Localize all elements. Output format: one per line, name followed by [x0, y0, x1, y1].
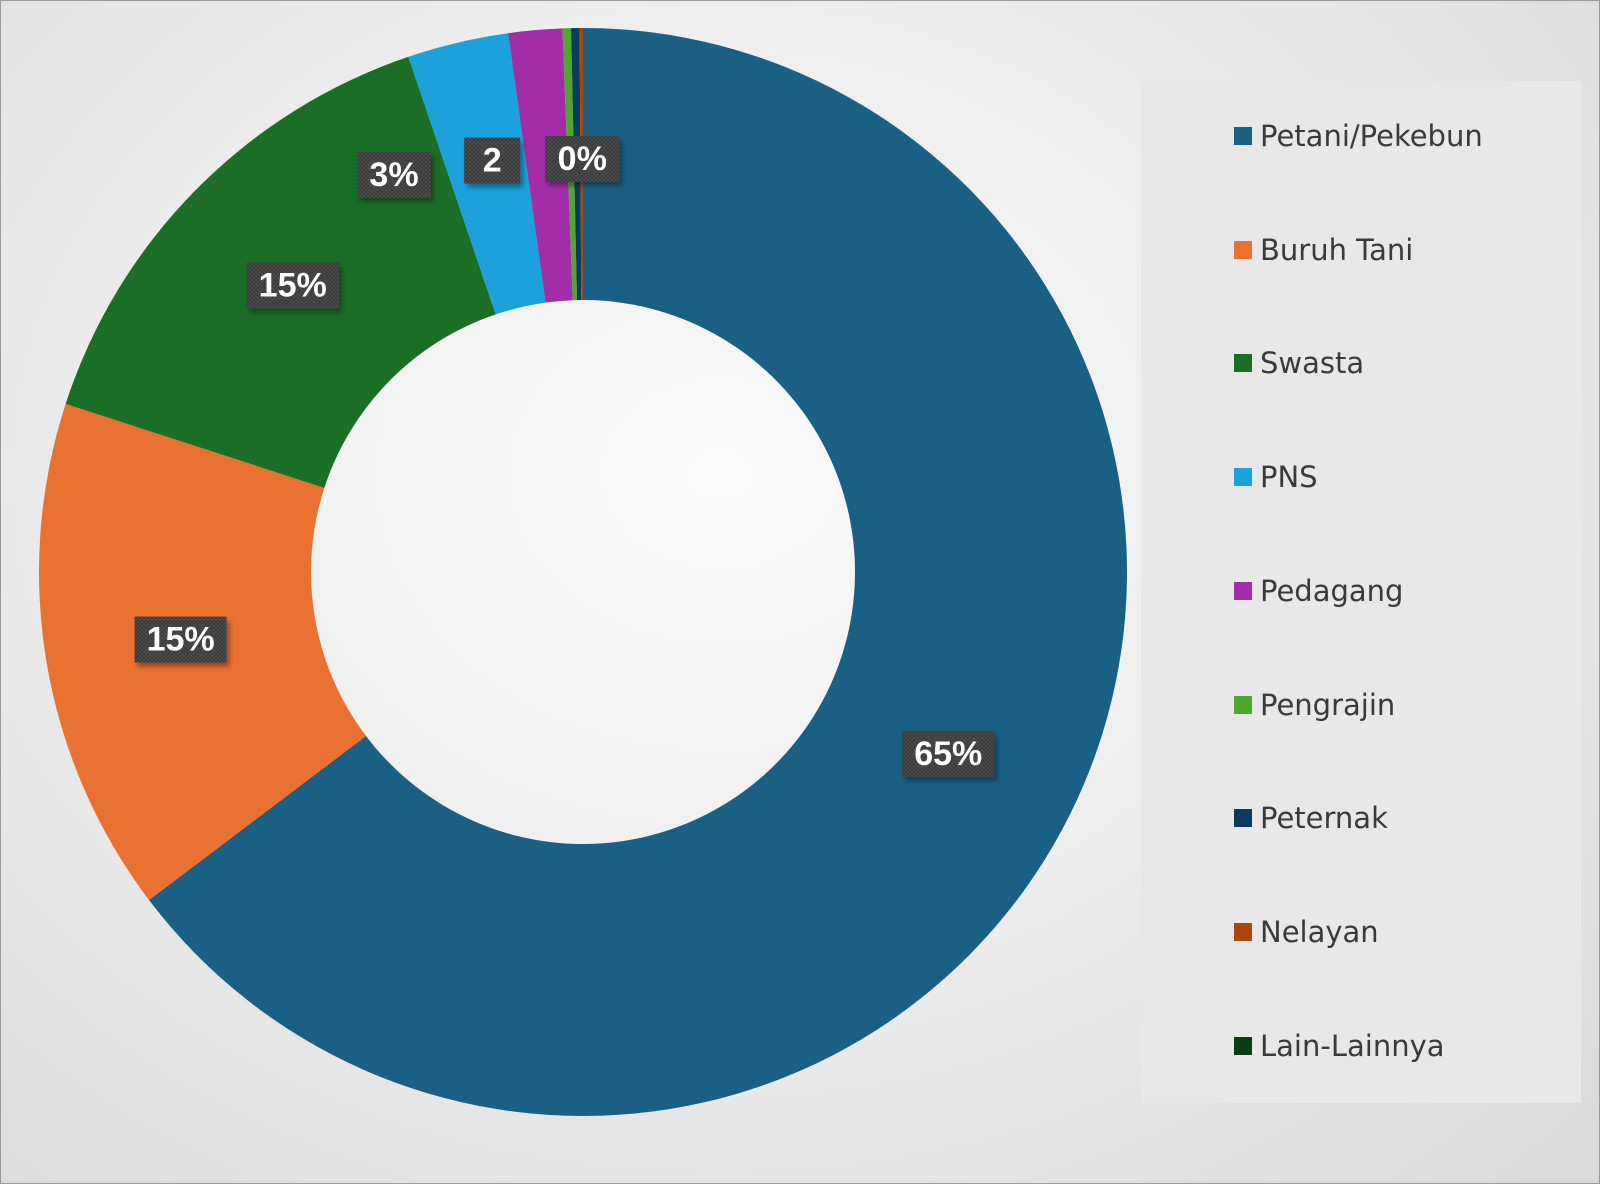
legend-swatch [1234, 581, 1252, 600]
data-label-pns: 3% [357, 151, 432, 198]
data-label-swasta: 15% [246, 262, 339, 309]
data-labels: 65% 15% 15% 3% 2 0% [134, 136, 995, 777]
legend-swatch [1234, 695, 1252, 714]
legend-swatch [1234, 468, 1252, 487]
legend-swatch [1234, 922, 1252, 941]
data-label-box [464, 137, 521, 184]
slice-pedagang [508, 28, 573, 303]
data-label-peternak: 0% [545, 136, 620, 183]
legend-item-pedagang: Pedagang [1234, 571, 1403, 611]
legend-label: PNS [1260, 460, 1318, 495]
legend: Petani/Pekebun Buruh Tani Swasta PNS Pedagan… [1141, 81, 1581, 1103]
data-label-text: 65% [914, 735, 982, 773]
legend-item-pns: PNS [1234, 457, 1318, 497]
legend-swatch [1234, 127, 1252, 145]
data-label-box [246, 262, 339, 309]
legend-swatch [1234, 1036, 1252, 1055]
legend-label: Nelayan [1260, 914, 1379, 949]
data-label-box [357, 151, 432, 198]
legend-swatch [1234, 809, 1252, 828]
legend-label: Pedagang [1260, 573, 1404, 608]
data-label-box [545, 136, 620, 183]
legend-item-nelayan: Nelayan [1234, 912, 1379, 952]
legend-item-swasta: Swasta [1234, 343, 1364, 383]
legend-label: Peternak [1260, 801, 1388, 836]
legend-label: Lain-Lainnya [1260, 1028, 1445, 1063]
data-label-text: 3% [369, 156, 418, 194]
data-label-text: 15% [147, 621, 215, 659]
data-label-box [134, 616, 227, 663]
data-label-pedagang: 2 [464, 137, 521, 184]
data-label-petani-pekebun: 65% [902, 730, 995, 777]
legend-label: Buruh Tani [1260, 232, 1414, 267]
data-label-text: 15% [259, 266, 327, 304]
donut-slices [38, 28, 1128, 1116]
legend-item-peternak: Peternak [1234, 798, 1388, 838]
legend-swatch [1234, 240, 1252, 259]
legend-item-lain-lainnya: Lain-Lainnya [1234, 1026, 1445, 1066]
data-label-text: 2 [483, 142, 502, 180]
legend-item-pengrajin: Pengrajin [1234, 685, 1395, 725]
legend-item-petani-pekebun: Petani/Pekebun [1234, 116, 1483, 156]
legend-label: Pengrajin [1260, 687, 1396, 722]
data-label-box [902, 730, 995, 777]
legend-swatch [1234, 354, 1252, 373]
legend-label: Petani/Pekebun [1260, 119, 1483, 153]
legend-item-buruh-tani: Buruh Tani [1234, 230, 1413, 270]
data-label-text: 0% [558, 140, 607, 178]
slice-petani-pekebun [148, 28, 1128, 1116]
data-label-buruh-tani: 15% [134, 616, 227, 663]
legend-label: Swasta [1260, 346, 1365, 381]
